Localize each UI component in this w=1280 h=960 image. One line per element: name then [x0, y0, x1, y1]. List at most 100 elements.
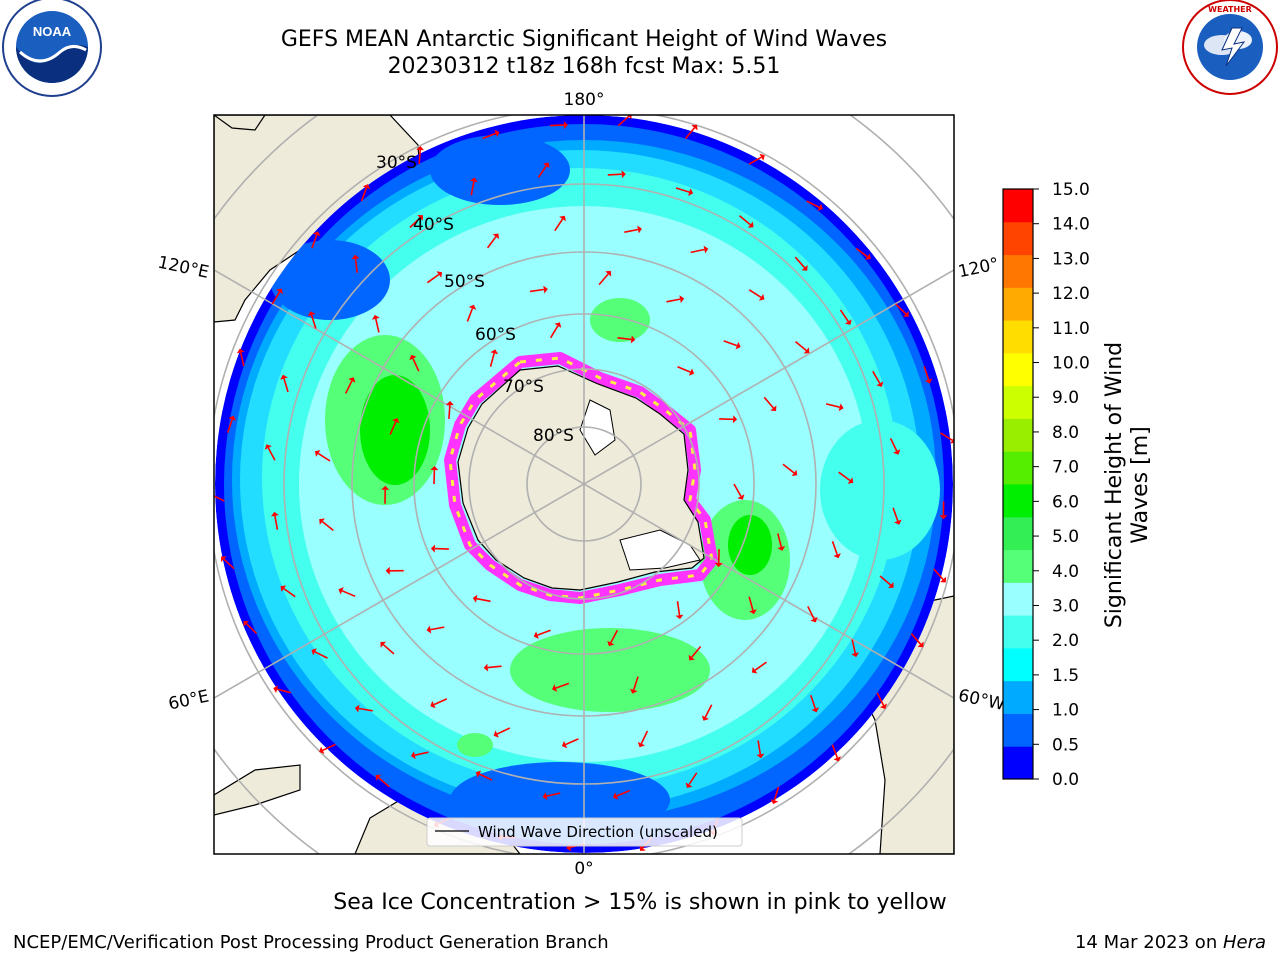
nws-logo-icon: WEATHER [1182, 0, 1278, 95]
wave-direction-arrowhead [430, 544, 435, 553]
wave-direction-arrowhead [543, 285, 548, 294]
wave-direction-arrow [879, 575, 892, 586]
wave-direction-arrow [496, 727, 511, 735]
lat-label-70s: 70°S [503, 377, 544, 397]
wave-direction-arrowhead [351, 254, 360, 260]
wave-direction-arrowhead [492, 233, 500, 240]
wave-direction-arrowhead [688, 188, 694, 196]
colorbar-bin [1003, 647, 1033, 682]
wave-direction-arrow [624, 228, 639, 233]
wave-direction-arrowhead [737, 494, 745, 500]
wave-direction-arrowhead [475, 770, 482, 778]
wave-direction-arrow [825, 403, 840, 408]
footer-credit: NCEP/EMC/Verification Post Processing Pr… [13, 932, 609, 953]
wave-direction-arrow [690, 248, 705, 254]
wave-direction-arrowhead [701, 715, 709, 721]
wave-direction-arrow [688, 772, 698, 785]
wave-direction-arrow [733, 483, 742, 497]
colorbar-tick-label: 1.5 [1052, 666, 1079, 686]
wave-direction-arrowhead [879, 703, 887, 709]
wave-direction-arrow [838, 471, 851, 482]
colorbar-tick-label: 15.0 [1052, 180, 1090, 200]
lat-label-50s: 50°S [444, 272, 485, 292]
wave-direction-arrow [226, 419, 233, 433]
colorbar-tick-label: 1.0 [1052, 701, 1079, 721]
wave-direction-arrowhead [417, 215, 423, 221]
wave-direction-arrow [675, 187, 690, 193]
lon-label-60e: 60°E [167, 686, 211, 714]
colorbar-tick-label: 8.0 [1052, 423, 1079, 443]
wave-direction-arrowhead [758, 293, 765, 301]
colorbar-bin [1003, 418, 1033, 452]
wave-direction-arrowhead [691, 124, 698, 131]
wave-direction-arrow [274, 515, 279, 530]
noaa-logo-icon: NOAA [2, 0, 102, 97]
colorbar-bin [1003, 320, 1033, 354]
wave-direction-arrow [892, 507, 899, 522]
wave-direction-arrow [426, 273, 440, 284]
wave-direction-arrowhead [735, 341, 741, 350]
colorbar-bin [1003, 484, 1033, 518]
wave-direction-arrowhead [469, 177, 478, 183]
wave-direction-arrowhead [838, 403, 844, 412]
wave-direction-arrowhead [430, 466, 439, 471]
wave-direction-arrowhead [605, 270, 612, 277]
wave-direction-arrow [271, 291, 281, 305]
wave-direction-arrow [378, 776, 390, 788]
wave-direction-arrowhead [273, 685, 279, 693]
wave-direction-arrowhead [552, 684, 558, 692]
wave-direction-arrow [283, 378, 289, 393]
wave-direction-arrowhead [542, 792, 548, 800]
wave-direction-arrowhead [208, 491, 213, 498]
wave-direction-arrowhead [675, 614, 684, 620]
wave-direction-arrow [529, 288, 544, 293]
wave-direction-arrow [341, 590, 356, 598]
wave-direction-arrowhead [629, 688, 638, 694]
wave-direction-arrowhead [561, 740, 568, 749]
wave-direction-arrowhead [770, 405, 777, 411]
wind-wave-arrows [208, 115, 954, 852]
wave-direction-arrowhead [243, 620, 250, 627]
wave-direction-arrowhead [280, 374, 288, 380]
wave-direction-arrow [537, 629, 551, 636]
wave-direction-arrowhead [770, 799, 779, 805]
wave-direction-arrowhead [751, 666, 758, 674]
wave-direction-arrow [691, 645, 702, 658]
wave-direction-arrowhead [416, 146, 425, 151]
wave-direction-arrow [486, 236, 497, 249]
wave-direction-arrowhead [426, 625, 432, 634]
wave-direction-arrow [466, 308, 474, 322]
lon-label-0: 0° [574, 859, 593, 879]
colorbar-bin [1003, 549, 1033, 583]
wave-direction-arrowhead [221, 556, 227, 563]
wave-direction-arrowhead [801, 265, 808, 271]
colorbar-tick-label: 11.0 [1052, 319, 1090, 339]
wave-direction-arrowhead [312, 231, 321, 237]
svg-text:WEATHER: WEATHER [1208, 5, 1252, 14]
wave-direction-arrowhead [759, 153, 765, 161]
colorbar-tick-label: 14.0 [1052, 215, 1090, 235]
wave-direction-arrow [933, 568, 944, 581]
wave-direction-arrowhead [436, 271, 443, 278]
wave-direction-arrowhead [493, 730, 499, 738]
wave-direction-arrowhead [409, 354, 417, 361]
wave-direction-arrowhead [311, 648, 317, 656]
colorbar-tick-label: 2.0 [1052, 631, 1079, 651]
wave-direction-arrowhead [940, 576, 947, 583]
wave-direction-arrowhead [338, 587, 344, 595]
wave-direction-arrowhead [679, 295, 685, 304]
noaa-logo-text: NOAA [33, 24, 72, 39]
wave-direction-arrowhead [613, 792, 619, 800]
wave-direction-arrow [704, 704, 713, 718]
wave-direction-arrow [872, 370, 881, 384]
wave-direction-arrowhead [228, 415, 236, 421]
colorbar-label-line1: Significant Height of Wind [1102, 341, 1127, 629]
wave-direction-arrow [773, 786, 780, 801]
lat-label-60s: 60°S [475, 325, 516, 345]
wave-direction-arrowhead [688, 368, 695, 376]
wave-direction-arrow [684, 127, 696, 140]
colorbar-label: Significant Height of Wind Waves [m] [1102, 275, 1154, 695]
lon-label-180: 180° [564, 90, 605, 110]
map-title: GEFS MEAN Antarctic Significant Height o… [280, 27, 888, 52]
arrow-legend: Wind Wave Direction (unscaled) [426, 817, 743, 847]
